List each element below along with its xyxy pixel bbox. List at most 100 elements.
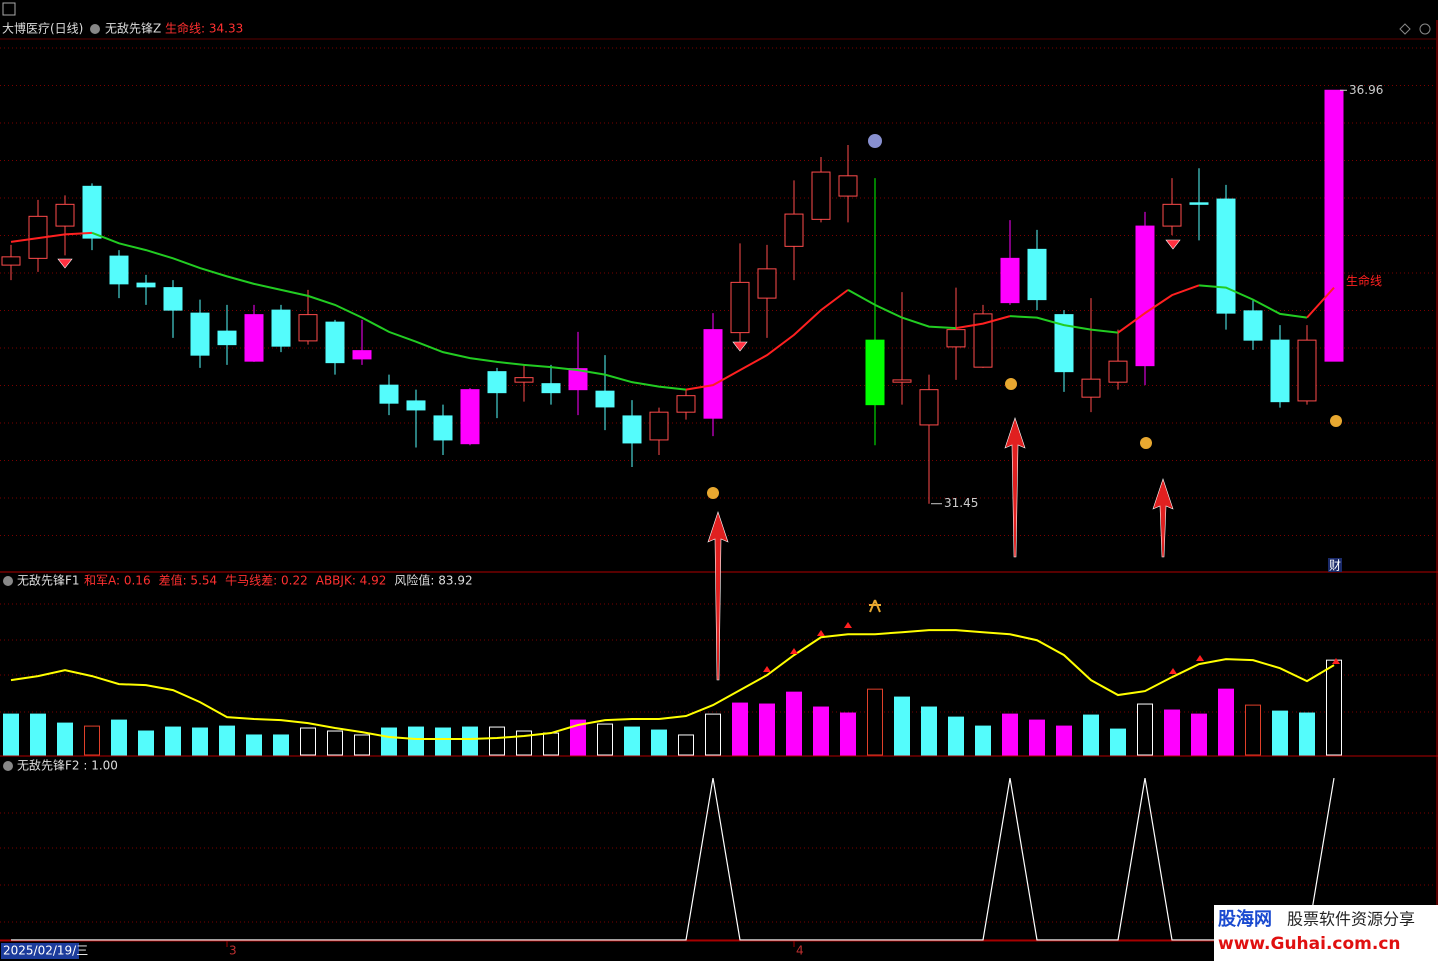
histogram-bar	[1164, 709, 1180, 756]
histogram-bar	[1029, 719, 1045, 756]
watermark-brand: 股海网	[1217, 908, 1272, 930]
candle-body	[379, 384, 399, 404]
indicator-name: 无敌先锋F2 : 1.00	[17, 758, 118, 773]
candle-body	[1027, 248, 1047, 301]
histogram-bar	[138, 730, 154, 756]
plot: 生命线 36.96 31.45 和军A: 0.16 差值: 5.54 牛马线差: 0.22…	[1, 83, 1383, 941]
candle-body	[244, 314, 264, 362]
histogram-bar	[84, 725, 100, 756]
lifeline	[10, 231, 93, 243]
histogram-bar	[597, 723, 613, 756]
candle-body	[1081, 378, 1101, 398]
histogram-bar	[3, 713, 19, 756]
candle-body	[109, 255, 129, 285]
indicator-icon	[3, 761, 13, 771]
candle-body	[595, 390, 615, 408]
histogram-bar	[462, 726, 478, 756]
lifeline	[847, 288, 957, 330]
histogram-bar	[570, 719, 586, 756]
indicator-name: 无敌先锋Z	[105, 21, 161, 36]
histogram-bar	[1083, 714, 1099, 756]
histogram-bar	[975, 725, 991, 756]
candle-body	[1108, 360, 1128, 383]
candle-body	[1297, 339, 1317, 402]
histogram-bar	[165, 726, 181, 756]
signal-arrow	[1152, 478, 1174, 558]
watermark-slogan: 股票软件资源分享	[1287, 910, 1415, 929]
histogram-bar	[705, 713, 721, 756]
lifeline	[1306, 286, 1335, 319]
histogram-bar	[1326, 659, 1342, 756]
candle-body	[163, 287, 183, 311]
histogram-bar	[192, 727, 208, 756]
candle-body	[325, 321, 345, 364]
histogram-bar	[678, 734, 694, 756]
histogram-bar	[246, 734, 262, 756]
candle-body	[973, 313, 993, 368]
money-bag-icon	[1140, 437, 1152, 449]
watermark-url: www.Guhai.com.cn	[1218, 934, 1401, 954]
candle-body	[1135, 225, 1155, 367]
histogram-bar	[1299, 712, 1315, 756]
x-axis-label: 2025/02/19/三	[3, 944, 88, 958]
signal-icons	[57, 134, 1342, 681]
stock-title: 大博医疗(日线)	[2, 21, 83, 36]
candle-body	[82, 185, 102, 239]
histogram-bar	[813, 706, 829, 756]
histogram-bar	[1272, 710, 1288, 756]
histogram-bar	[840, 712, 856, 756]
candle-body	[946, 329, 966, 348]
up-markers	[763, 622, 1340, 674]
histogram-bar	[1110, 728, 1126, 756]
histogram-bar	[1218, 688, 1234, 756]
candle-body	[271, 309, 291, 347]
histogram-bar	[894, 696, 910, 756]
candle-body	[136, 282, 156, 288]
readout: 牛马线差: 0.22	[225, 573, 308, 588]
signal-arrow	[707, 511, 729, 681]
x-axis-label: 4	[796, 944, 804, 958]
line-label: 生命线	[1346, 273, 1382, 288]
candle-body	[703, 329, 723, 419]
candle-body	[568, 368, 588, 391]
histogram-bar	[948, 716, 964, 756]
panel-icon[interactable]	[1419, 23, 1431, 35]
face-icon	[868, 134, 882, 148]
money-bag-icon	[1330, 415, 1342, 427]
readout: 风险值: 83.92	[394, 573, 472, 588]
candle-body	[190, 312, 210, 356]
x-axis-bg	[0, 941, 1438, 961]
histogram-bar	[732, 702, 748, 756]
histogram-bar	[1137, 703, 1153, 756]
x-axis-label: 3	[229, 944, 237, 958]
money-bag-icon	[707, 487, 719, 499]
high-label: 36.96	[1349, 83, 1383, 97]
candle-body	[1216, 198, 1236, 314]
lifeline	[685, 289, 849, 391]
readout: 和军A: 0.16	[84, 574, 151, 588]
candle-body	[1054, 314, 1074, 373]
lifeline	[955, 315, 1011, 330]
panel-icon[interactable]	[1399, 23, 1411, 35]
candle-body	[1, 256, 21, 266]
candle-body	[487, 371, 507, 394]
histogram-bar	[543, 732, 559, 756]
candle-body	[1000, 257, 1020, 304]
low-label: 31.45	[944, 496, 978, 510]
histogram-bar	[354, 734, 370, 756]
candle-body	[217, 330, 237, 346]
histogram-bar	[111, 719, 127, 756]
candle-body	[298, 314, 318, 342]
readout: ABBJK: 4.92	[316, 574, 387, 588]
diamond-icon	[732, 341, 748, 352]
candle-body	[1270, 339, 1290, 403]
histogram-bar	[219, 725, 235, 756]
candle-body	[838, 175, 858, 197]
candle-body	[784, 213, 804, 247]
candle-body	[757, 268, 777, 299]
candle-body	[676, 395, 696, 413]
histogram-bar	[381, 727, 397, 756]
histogram-bar	[408, 726, 424, 756]
candle-body	[622, 415, 642, 444]
